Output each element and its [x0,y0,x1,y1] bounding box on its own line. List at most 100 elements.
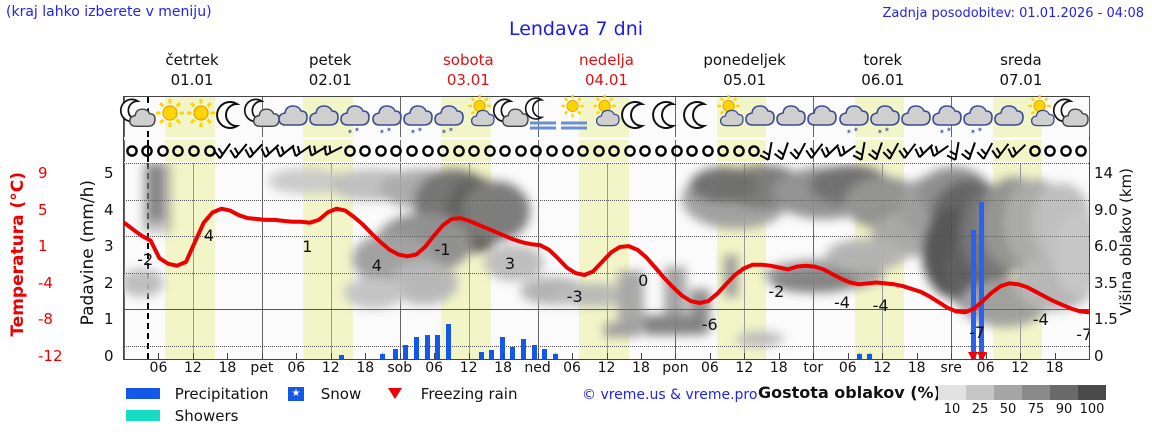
snow-marker: ✶ [413,351,420,360]
snow-marker: ✶ [866,351,874,360]
day-separator [537,140,539,162]
hour-tick-label: pet [250,360,274,376]
snow-marker: ✶ [477,351,485,360]
precipitation-bar [970,229,976,359]
calm-wind-icon [664,140,690,162]
calm-wind-icon [570,140,596,162]
day-header-3: sobota 03.01 [399,50,537,94]
calm-wind-icon [399,140,425,162]
copyright-label[interactable]: © vreme.us & vreme.pro [582,387,758,403]
axis-tick: 0 [104,346,114,365]
svg-text:✶: ✶ [417,126,423,134]
wind-barb-icon [306,140,332,162]
calm-wind-icon [430,140,456,162]
cloud-density-swatch [1078,385,1106,400]
cloud-density-swatch [1050,385,1078,400]
day-separator [124,140,125,162]
axis-tick: 0 [1094,346,1104,365]
day-name: petek [308,51,352,69]
precipitation-bar [489,350,495,359]
svg-text:✶: ✶ [846,128,852,136]
precipitation-bar [499,337,505,359]
moon-cloud-icon [1053,98,1091,136]
axis-tick-mark [847,353,849,359]
daylight-band [303,140,353,162]
axis-tick-mark [227,353,229,359]
axis-tick: 1 [38,237,48,255]
precipitation-bar [413,337,419,359]
calm-wind-icon [741,140,767,162]
wind-barb-icon [274,140,300,162]
day-separator [675,140,677,162]
hour-tick-label: 12 [184,360,202,376]
day-separator [813,140,815,162]
hour-tick-label: 18 [769,360,788,376]
wind-barb-row [124,140,1090,162]
temperature-label: -4 [833,292,850,312]
sun-icon [153,98,189,136]
hour-tick-label: 18 [1045,360,1064,376]
precipitation-bar [531,344,537,359]
cloud-density-value: 10 [943,402,961,417]
cloud-density-swatch [1022,385,1050,400]
calm-wind-icon [165,140,191,162]
hour-tick-label: 12 [1011,360,1029,376]
precipitation-bar [445,323,451,359]
axis-tick-mark [192,353,194,359]
precipitation-bar [521,338,526,359]
moon-icon [620,98,656,136]
hour-tick-label: 06 [287,360,306,376]
day-header-2: petek 02.01 [261,50,399,94]
horizontal-gridline [124,345,1089,348]
hour-tick-label: 06 [700,360,719,376]
calm-wind-icon [726,140,752,162]
snow-marker: ✶ [520,351,527,360]
precipitation-bar [510,347,516,359]
moon-cloud-icon [119,98,158,136]
precipitation-bar [338,355,344,359]
precipitation-bar [424,334,430,359]
calm-wind-icon [1053,140,1079,162]
legend-freezing-rain-label: Freezing rain [420,384,518,403]
wind-barb-icon [290,140,316,162]
cloud-icon [806,98,842,136]
axis-tick-mark [503,353,505,359]
cloud-snow-icon: ✶ ✶ [339,98,375,136]
temperature-label: -2 [137,249,154,269]
wind-barb-icon [243,140,269,162]
axis-tick: 9.0 [1094,200,1118,219]
temperature-label: -7 [1076,325,1089,345]
axis-tick: -12 [38,346,63,365]
wind-barb-icon [819,140,845,162]
wind-barb-icon [897,140,923,162]
day-date: 02.01 [308,71,352,89]
svg-text:✶: ✶ [853,126,859,134]
axis-tick-mark [675,353,677,359]
legend-precipitation-label: Precipitation [174,384,269,403]
axis-tick: 9 [38,164,48,182]
hour-tick-label: 12 [597,360,616,376]
snow-marker: ✶ [530,351,538,360]
axis-tick: 6.0 [1094,237,1118,255]
hour-tick-label: 18 [907,360,926,376]
day-header-6: torek 06.01 [814,50,952,94]
location-menu-note[interactable]: (kraj lahko izberete v meniju) [6,4,212,20]
svg-text:✶: ✶ [946,126,952,134]
wind-barb-icon [975,140,1001,162]
calm-wind-icon [181,140,207,162]
temperature-label: 0 [638,271,649,291]
cloud-density-scale: 10 25 50 75 90 100 [938,385,1138,419]
axis-tick-mark [261,353,263,359]
wind-barb-icon [959,140,985,162]
axis-tick-mark [985,353,987,359]
daylight-band [165,163,215,359]
wind-barb-icon [321,140,347,162]
calm-wind-icon [601,140,627,162]
wind-barb-icon [228,140,254,162]
snow-marker: ✶ [551,351,559,360]
legend-snow-label: Snow [320,384,362,403]
midday-gridline [468,163,470,359]
snow-marker: ✶ [488,351,495,360]
snow-marker: ✶ [402,351,410,360]
weather-icon-row: ✶ ✶ ✶ ✶ ✶ ✶ ✶ ✶ ✶ ✶ ✶ ✶ ✶ ✶ ✶ ✶ [119,94,1091,137]
